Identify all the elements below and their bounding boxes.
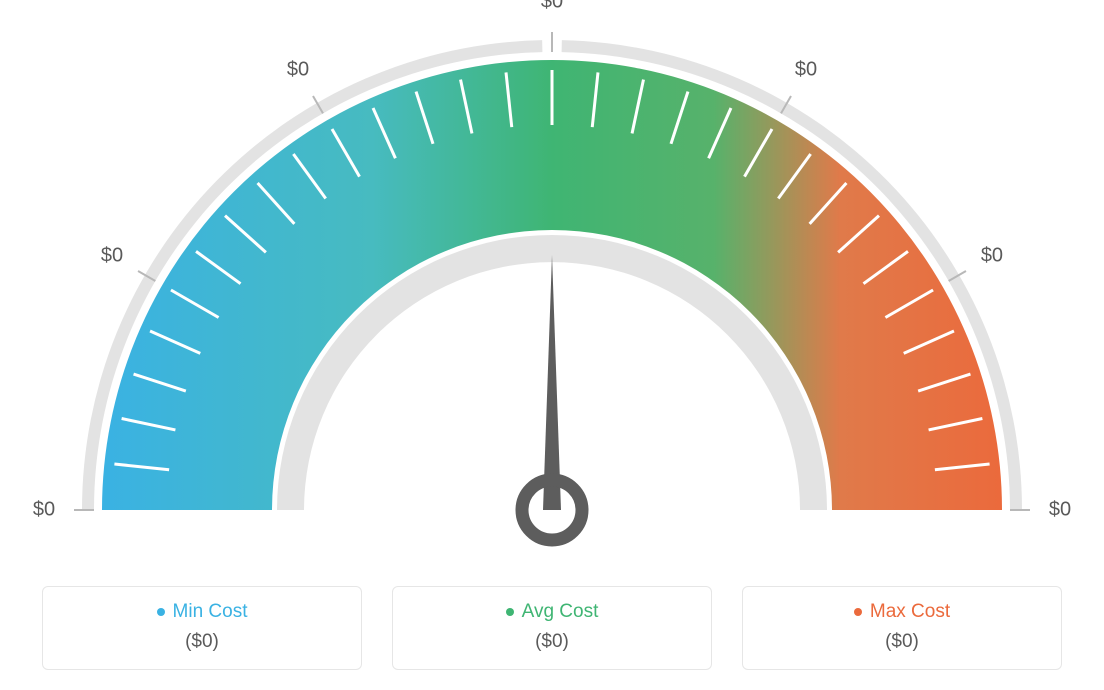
legend-card-avg: Avg Cost ($0) — [392, 586, 712, 670]
legend-label-max: Max Cost — [870, 601, 950, 623]
legend-dot-min — [157, 608, 165, 616]
legend-card-min: Min Cost ($0) — [42, 586, 362, 670]
legend-title-min: Min Cost — [157, 601, 248, 623]
gauge-area: $0 $0 $0 $0 $0 $0 $0 — [0, 0, 1104, 560]
legend-dot-avg — [506, 608, 514, 616]
cost-gauge-container: $0 $0 $0 $0 $0 $0 $0 Min Cost ($0) Avg Cost ($… — [0, 0, 1104, 690]
gauge-tick-label: $0 — [101, 245, 123, 268]
legend-title-avg: Avg Cost — [506, 601, 599, 623]
gauge-tick-label: $0 — [795, 59, 817, 82]
legend-value-min: ($0) — [53, 631, 351, 653]
legend-label-avg: Avg Cost — [522, 601, 599, 623]
legend-title-max: Max Cost — [854, 601, 950, 623]
legend-value-avg: ($0) — [403, 631, 701, 653]
gauge-tick-label: $0 — [1049, 499, 1071, 522]
legend-value-max: ($0) — [753, 631, 1051, 653]
legend-row: Min Cost ($0) Avg Cost ($0) Max Cost ($0… — [40, 586, 1064, 670]
gauge-tick-label: $0 — [981, 245, 1003, 268]
gauge-chart — [0, 0, 1104, 560]
legend-label-min: Min Cost — [173, 601, 248, 623]
gauge-tick-label: $0 — [33, 499, 55, 522]
legend-dot-max — [854, 608, 862, 616]
gauge-tick-label: $0 — [287, 59, 309, 82]
legend-card-max: Max Cost ($0) — [742, 586, 1062, 670]
gauge-tick-label: $0 — [541, 0, 563, 14]
